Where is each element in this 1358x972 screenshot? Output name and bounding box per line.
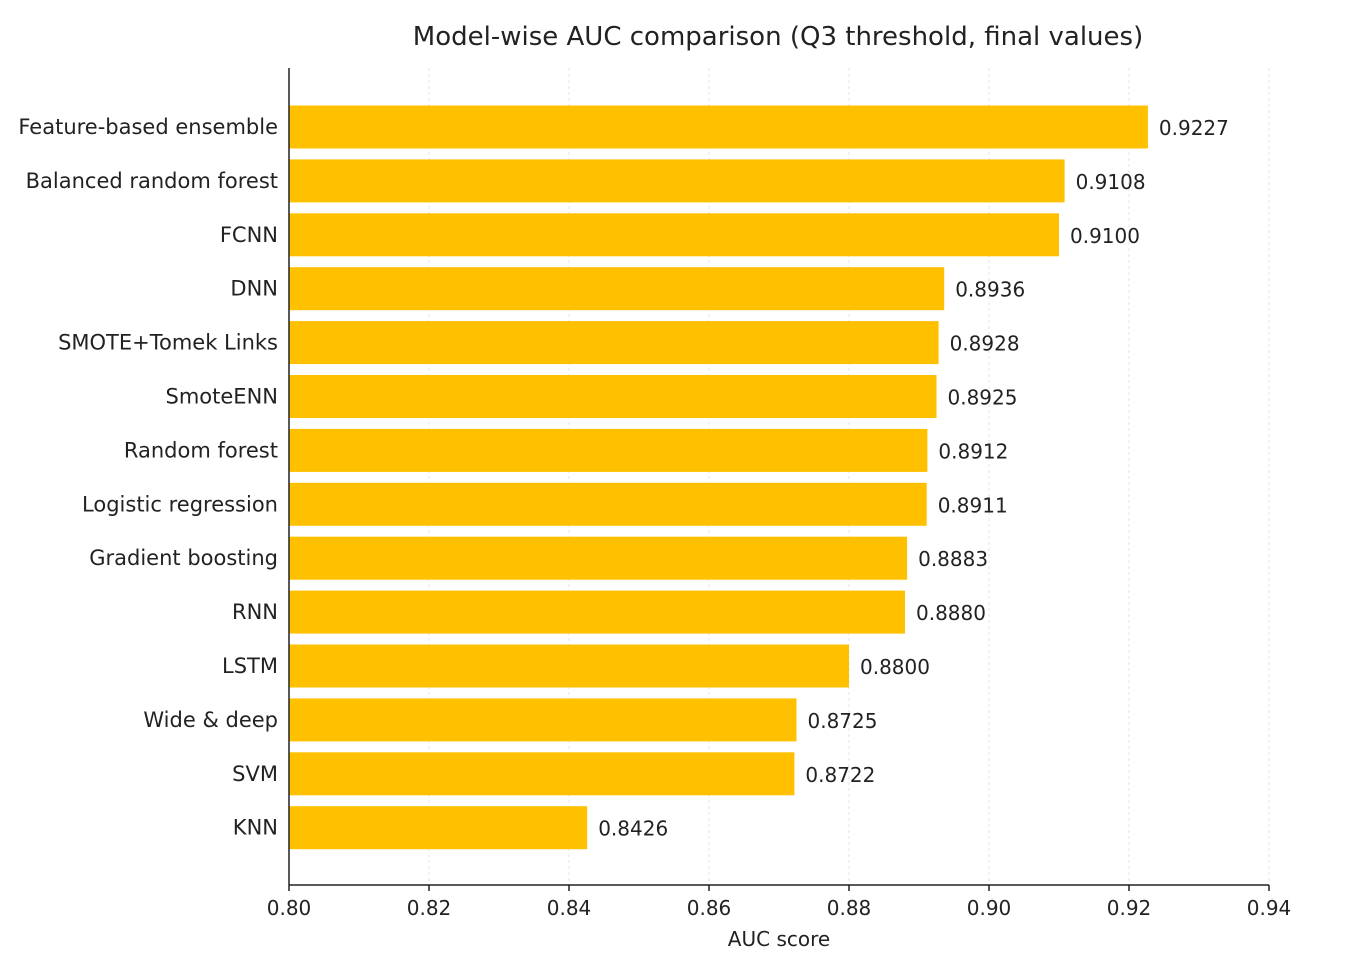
- category-label: KNN: [233, 816, 278, 840]
- value-label: 0.8725: [808, 709, 878, 733]
- bar: [289, 536, 908, 580]
- category-label: SVM: [232, 762, 278, 786]
- category-label: Random forest: [124, 438, 278, 462]
- category-label: SMOTE+Tomek Links: [58, 331, 278, 355]
- value-label: 0.8426: [598, 817, 668, 841]
- bar: [289, 428, 928, 472]
- category-label: Gradient boosting: [89, 546, 278, 570]
- x-tick-label: 0.84: [547, 896, 592, 920]
- x-axis-title: AUC score: [728, 927, 830, 951]
- value-labels: 0.9227 0.9108 0.9100 0.8936 0.8928 0.8925 0.89…: [598, 116, 1229, 841]
- bar: [289, 482, 927, 526]
- bar: [289, 159, 1065, 203]
- category-label: Wide & deep: [143, 708, 278, 732]
- value-label: 0.8936: [955, 278, 1025, 302]
- category-label: SmoteENN: [166, 385, 278, 409]
- x-tick-label: 0.80: [267, 896, 312, 920]
- x-tick-label: 0.86: [687, 896, 732, 920]
- bars: [289, 105, 1148, 850]
- bar: [289, 590, 905, 634]
- bar: [289, 105, 1148, 149]
- category-labels: Feature-based ensemble Balanced random fo…: [18, 115, 278, 840]
- value-label: 0.8925: [948, 386, 1018, 410]
- bar: [289, 806, 588, 850]
- value-label: 0.9108: [1076, 170, 1146, 194]
- category-label: Feature-based ensemble: [18, 115, 278, 139]
- x-tick-label: 0.94: [1247, 896, 1292, 920]
- category-label: RNN: [232, 600, 278, 624]
- x-tick-label: 0.88: [827, 896, 872, 920]
- x-tick-label: 0.82: [407, 896, 452, 920]
- bar: [289, 698, 797, 742]
- x-tick-label: 0.92: [1107, 896, 1152, 920]
- category-label: FCNN: [220, 223, 278, 247]
- bar: [289, 267, 945, 311]
- value-label: 0.8722: [805, 763, 875, 787]
- value-label: 0.9227: [1159, 116, 1229, 140]
- axes: [288, 68, 1270, 891]
- value-label: 0.8883: [918, 547, 988, 571]
- chart-title: Model-wise AUC comparison (Q3 threshold,…: [413, 22, 1143, 52]
- value-label: 0.8800: [860, 655, 930, 679]
- x-tick-label: 0.90: [967, 896, 1012, 920]
- bar: [289, 375, 937, 418]
- value-label: 0.9100: [1070, 224, 1140, 248]
- value-label: 0.8911: [938, 493, 1008, 517]
- category-label: LSTM: [222, 654, 278, 678]
- category-label: Balanced random forest: [26, 169, 278, 193]
- x-tick-labels: 0.80 0.82 0.84 0.86 0.88 0.90 0.92 0.94: [267, 896, 1292, 920]
- bar: [289, 644, 849, 688]
- value-label: 0.8880: [916, 601, 986, 625]
- category-label: Logistic regression: [82, 492, 278, 516]
- grid-lines: [428, 68, 1270, 885]
- bar: [289, 321, 939, 365]
- value-label: 0.8928: [950, 332, 1020, 356]
- bar: [289, 752, 795, 796]
- value-label: 0.8912: [938, 439, 1008, 463]
- category-label: DNN: [230, 277, 278, 301]
- bar: [289, 213, 1059, 257]
